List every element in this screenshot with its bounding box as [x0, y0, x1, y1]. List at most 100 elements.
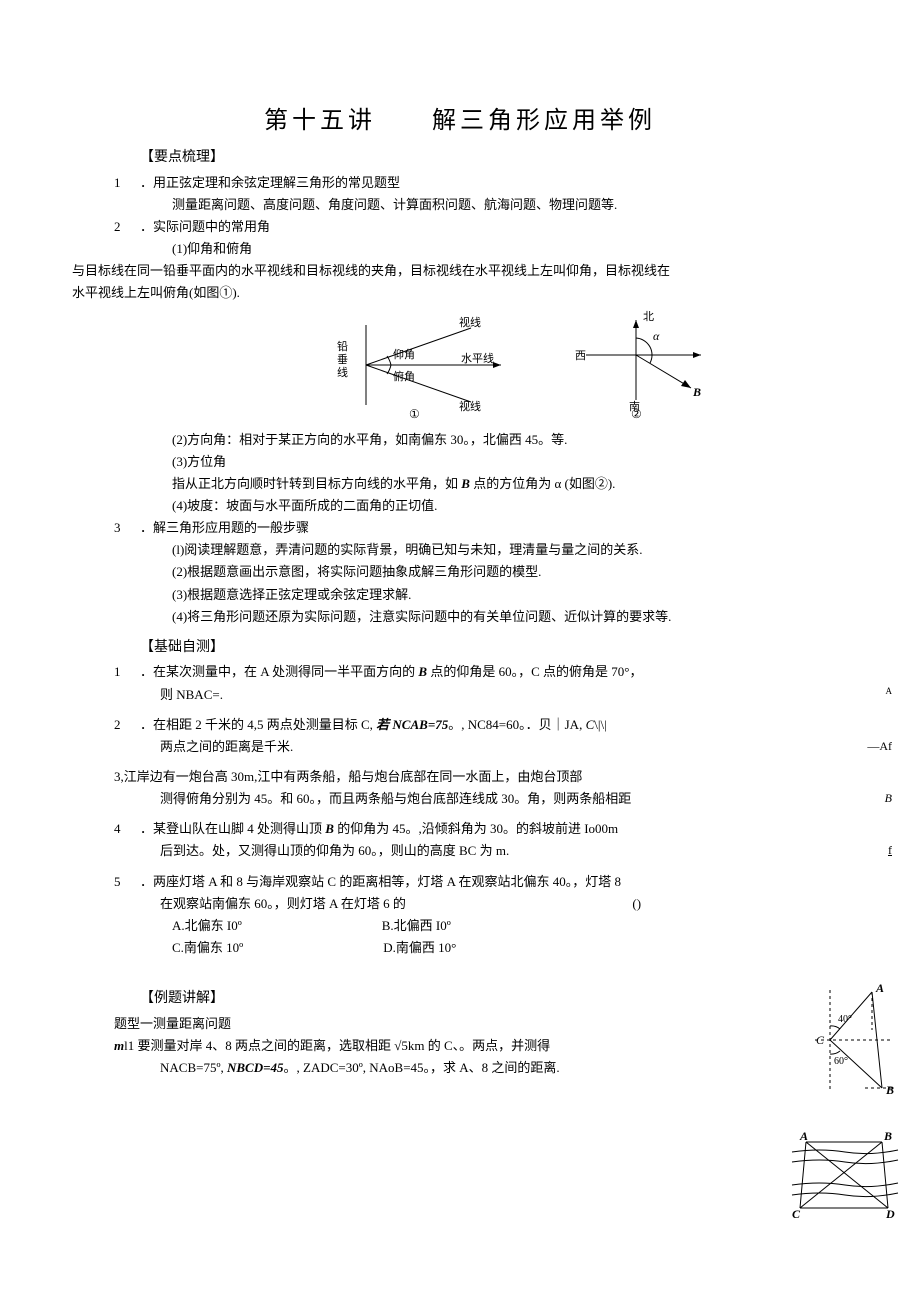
q2-right: —Af — [867, 737, 892, 756]
optD: D.南偏西 10° — [383, 938, 456, 958]
q1a-post: 点的仰角是 60。，C 点的俯角是 70°， — [427, 664, 642, 679]
q4b: 后到达。处，又测得山顶的仰角为 60。，则山的高度 BC 为 m. f — [140, 841, 880, 861]
q2b: 两点之间的距离是千米. —Af — [140, 737, 880, 757]
label-plumb-2: 垂 — [337, 353, 348, 366]
q2: 2 ．在相距 2 千米的 4,5 两点处测量目标 C, 若 NCAB=75。, … — [140, 715, 880, 735]
e1b-bi: NBCD=45 — [227, 1060, 284, 1075]
diagram-bearing: 北 南 西 α B ② — [571, 310, 721, 420]
rv-A: A — [799, 1130, 808, 1143]
p2e: (3)方位角 — [172, 452, 880, 472]
diagram-elevation: 视线 视线 铅 垂 线 水平线 仰角 俯角 ① — [331, 310, 511, 420]
label-elev: 仰角 — [393, 347, 415, 361]
p2d: (2)方向角：相对于某正方向的水平角，如南偏东 30。，北偏西 45。等. — [172, 430, 880, 450]
ex1-line1: ml1 要测量对岸 4、8 两点之间的距离，选取相距 √5km 的 C、。两点，… — [114, 1036, 880, 1056]
q5a: ．两座灯塔 A 和 8 与海岸观察站 C 的距离相等，灯塔 A 在观察站北偏东 … — [140, 874, 621, 889]
q3-right: B — [885, 789, 892, 808]
item-1: 1 ．用正弦定理和余弦定理解三角形的常见题型 — [140, 173, 880, 193]
river-diagram: A B C D — [790, 1130, 900, 1220]
subhead: 题型一测量距离问题 — [114, 1014, 880, 1034]
q2a-post: 。, NC84=60。．贝｜JA, — [448, 717, 585, 732]
q4a-pre: ．某登山队在山脚 4 处测得山顶 — [140, 821, 325, 836]
main-content: 【要点梳理】 1 ．用正弦定理和余弦定理解三角形的常见题型 测量距离问题、高度问… — [40, 147, 880, 1078]
e1b-pre: NACB=75º, — [160, 1060, 227, 1075]
item-3-text: ．解三角形应用题的一般步骤 — [140, 520, 309, 535]
ex1-pre: m — [114, 1038, 124, 1053]
label-alpha: α — [653, 329, 660, 343]
q5: 5 ．两座灯塔 A 和 8 与海岸观察站 C 的距离相等，灯塔 A 在观察站北偏… — [140, 872, 880, 892]
section-head-1: 【要点梳理】 — [140, 147, 880, 169]
label-circ2: ② — [631, 407, 642, 420]
q4-num: 4 — [114, 819, 121, 839]
rv-D: D — [885, 1207, 895, 1220]
p2a: (1)仰角和俯角 — [172, 239, 880, 259]
lighthouse-diagram: A B C 40° 60° — [810, 980, 900, 1100]
item-2-block: (1)仰角和俯角 与目标线在同一铅垂平面内的水平视线和目标视线的夹角，目标视线在… — [140, 239, 880, 516]
num-1: 1 — [114, 173, 121, 193]
q5b-text: 在观察站南偏东 60。，则灯塔 A 在灯塔 6 的 — [160, 896, 406, 911]
label-north: 北 — [643, 310, 654, 323]
p2c: 水平视线上左叫俯角(如图①). — [72, 283, 880, 303]
lh-60: 60° — [834, 1056, 848, 1067]
q2a-end: \|\| — [594, 717, 606, 732]
e1b-post: 。, ZADC=30º, NAoB=45。，求 A、8 之间的距离. — [284, 1060, 560, 1075]
options-row2: C.南偏东 10º D.南偏西 10° — [140, 938, 880, 958]
q5-num: 5 — [114, 872, 121, 892]
label-B: B — [692, 385, 701, 399]
label-plumb-1: 铅 — [337, 339, 348, 353]
label-plumb-3: 线 — [337, 365, 348, 379]
label-circ1: ① — [409, 407, 420, 420]
q1a-pre: ．在某次测量中，在 A 处测得同一半平面方向的 — [140, 664, 418, 679]
p2f-b: B — [461, 476, 470, 491]
q5b-paren: () — [632, 896, 641, 911]
ex1a: l1 要测量对岸 4、8 两点之间的距离，选取相距 √5km 的 C、。两点，并… — [124, 1038, 550, 1053]
q5b: 在观察站南偏东 60。，则灯塔 A 在灯塔 6 的 () — [140, 894, 880, 914]
q1: 1 ．在某次测量中，在 A 处测得同一半平面方向的 B 点的仰角是 60。，C … — [140, 662, 880, 682]
q3a: 3,江岸边有一炮台高 30m,江中有两条船，船与炮台底部在同一水面上，由炮台顶部 — [114, 767, 880, 787]
rv-C: C — [792, 1207, 801, 1220]
p3b: (2)根据题意画出示意图，将实际问题抽象成解三角形问题的模型. — [172, 562, 880, 582]
num-2: 2 — [114, 217, 121, 237]
label-horiz: 水平线 — [461, 351, 494, 365]
p2f: 指从正北方向顺时针转到目标方向线的水平角，如 B 点的方位角为 α (如图②). — [172, 474, 880, 494]
ex1-line2: NACB=75º, NBCD=45。, ZADC=30º, NAoB=45。，求… — [140, 1058, 880, 1078]
item-3-block: (l)阅读理解题意，弄清问题的实际背景，明确已知与未知，理清量与量之间的关系. … — [140, 540, 880, 627]
p3d: (4)将三角形问题还原为实际问题，注意实际问题中的有关单位问题、近似计算的要求等… — [172, 607, 880, 627]
q3b: 测得俯角分别为 45。和 60。，而且两条船与炮台底部连线成 30。角，则两条船… — [140, 789, 880, 809]
q1-num: 1 — [114, 662, 121, 682]
q1b-text: 则 NBAC=. — [160, 687, 223, 702]
lh-B: B — [885, 1083, 894, 1097]
label-sight2: 视线 — [459, 399, 481, 413]
q4-right: f — [888, 841, 892, 860]
q4a-post: 的仰角为 45。,沿倾斜角为 30。的斜坡前进 Io00m — [334, 821, 618, 836]
page-title: 第十五讲 解三角形应用举例 — [40, 100, 880, 135]
q2b-text: 两点之间的距离是千米. — [160, 739, 293, 754]
q2a-bi: 若 NCAB=75 — [376, 717, 448, 732]
rv-B: B — [883, 1130, 892, 1143]
q4a-b: B — [325, 821, 334, 836]
optC: C.南偏东 10º — [172, 938, 243, 958]
lh-C: C — [816, 1033, 825, 1047]
angle-diagrams: 视线 视线 铅 垂 线 水平线 仰角 俯角 ① 北 南 西 — [172, 310, 880, 420]
p2b: 与目标线在同一铅垂平面内的水平视线和目标视线的夹角，目标视线在水平视线上左叫仰角… — [72, 261, 880, 281]
q1a-b: B — [418, 664, 427, 679]
item-1-sub: 测量距离问题、高度问题、角度问题、计算面积问题、航海问题、物理问题等. — [140, 195, 880, 215]
p2f-pre: 指从正北方向顺时针转到目标方向线的水平角，如 — [172, 476, 461, 491]
options-row1: A.北偏东 I0º B.北偏西 I0º — [140, 916, 880, 936]
q1-right: A — [886, 685, 893, 699]
label-west: 西 — [575, 350, 586, 362]
lh-A: A — [875, 981, 884, 995]
p3c: (3)根据题意选择正弦定理或余弦定理求解. — [172, 585, 880, 605]
item-3: 3 ．解三角形应用题的一般步骤 — [140, 518, 880, 538]
p2f-post: 点的方位角为 α (如图②). — [470, 476, 615, 491]
q2a-pre: ．在相距 2 千米的 4,5 两点处测量目标 C, — [140, 717, 376, 732]
num-3: 3 — [114, 518, 121, 538]
q2-num: 2 — [114, 715, 121, 735]
q3b-text: 测得俯角分别为 45。和 60。，而且两条船与炮台底部连线成 30。角，则两条船… — [160, 791, 631, 806]
item-2: 2 ．实际问题中的常用角 — [140, 217, 880, 237]
q4: 4 ．某登山队在山脚 4 处测得山顶 B 的仰角为 45。,沿倾斜角为 30。的… — [140, 819, 880, 839]
item-2-text: ．实际问题中的常用角 — [140, 219, 270, 234]
label-sight1: 视线 — [459, 315, 481, 329]
section-head-3: 【例题讲解】 — [140, 988, 880, 1010]
q4b-text: 后到达。处，又测得山顶的仰角为 60。，则山的高度 BC 为 m. — [160, 843, 509, 858]
q2a-ci: C — [586, 717, 595, 732]
